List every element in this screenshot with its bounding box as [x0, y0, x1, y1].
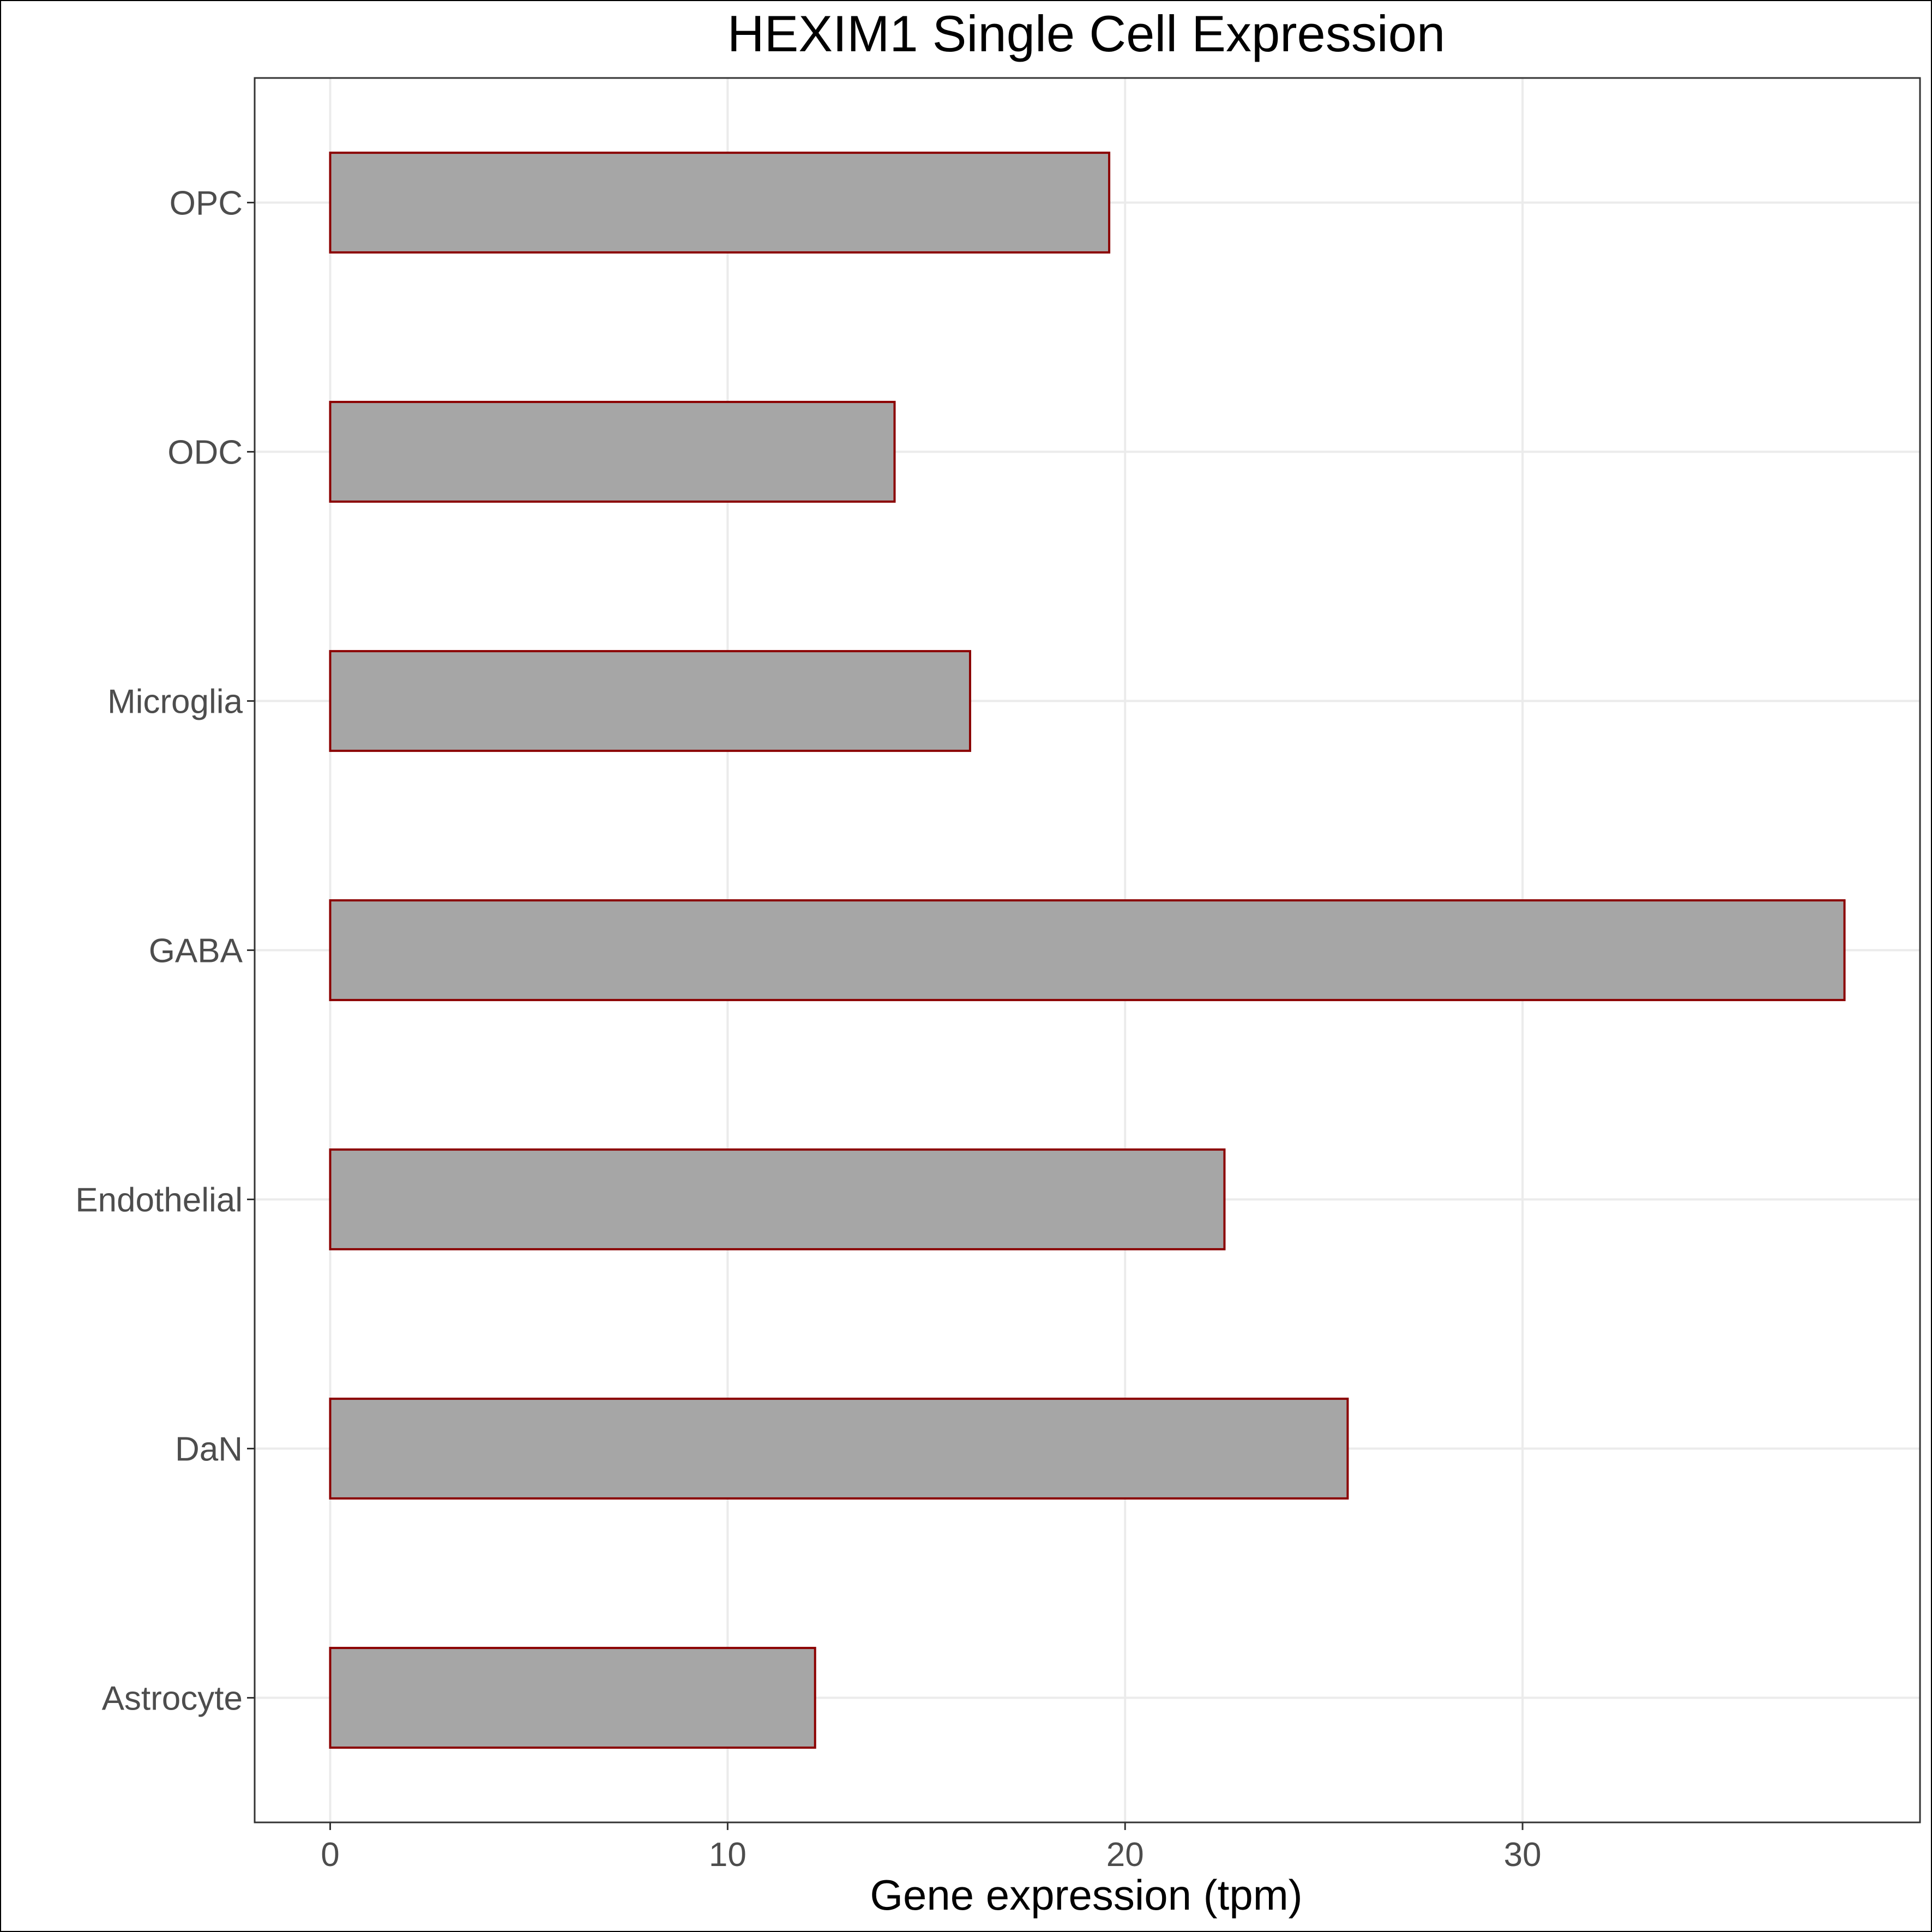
y-tick-label-dan: DaN: [175, 1431, 243, 1468]
bar-dan: [329, 1398, 1349, 1500]
bar-microglia: [329, 650, 971, 752]
x-tick-label: 30: [1504, 1836, 1542, 1874]
y-tick-label-microglia: Microglia: [107, 683, 243, 721]
bar-astrocyte: [329, 1647, 816, 1749]
bar-endothelial: [329, 1148, 1226, 1250]
bar-opc: [329, 152, 1111, 254]
x-tick-label: 0: [321, 1836, 339, 1874]
bar-gaba: [329, 899, 1846, 1001]
bar-odc: [329, 401, 896, 503]
x-tick-label: 10: [709, 1836, 747, 1874]
x-tick-label: 20: [1106, 1836, 1144, 1874]
chart-title: HEXIM1 Single Cell Expression: [727, 5, 1446, 62]
bar-layer: [329, 152, 1846, 1749]
y-tick-label-endothelial: Endothelial: [75, 1182, 243, 1219]
tick-layer: 0 10 20 30 Astrocyte DaN Endothelial GABA Microg…: [75, 185, 1541, 1874]
y-tick-label-odc: ODC: [167, 434, 243, 472]
y-tick-label-opc: OPC: [170, 185, 243, 222]
x-axis-title: Gene expression (tpm): [870, 1871, 1302, 1919]
y-tick-label-astrocyte: Astrocyte: [102, 1680, 243, 1718]
y-tick-label-gaba: GABA: [149, 932, 243, 970]
